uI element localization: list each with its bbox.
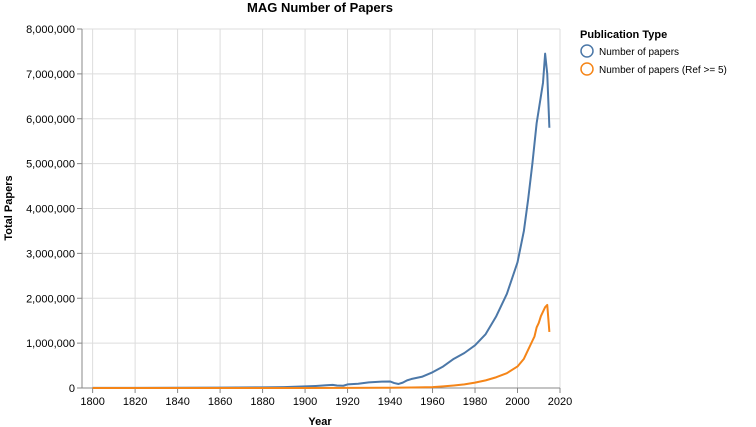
x-tick-label: 1820 — [123, 396, 147, 408]
x-tick-label: 1860 — [208, 396, 232, 408]
x-tick-label: 1800 — [80, 396, 104, 408]
y-tick-label: 8,000,000 — [26, 24, 75, 36]
x-tick-label: 1900 — [293, 396, 317, 408]
legend-label: Number of papers — [599, 47, 679, 58]
y-tick-label: 7,000,000 — [26, 69, 75, 81]
y-tick-label: 1,000,000 — [26, 338, 75, 350]
y-tick-label: 2,000,000 — [26, 293, 75, 305]
x-tick-label: 1980 — [463, 396, 487, 408]
grid — [82, 28, 561, 389]
x-tick-label: 1920 — [335, 396, 359, 408]
series-line-0 — [92, 52, 551, 389]
legend-title: Publication Type — [580, 29, 667, 41]
y-axis-title: Total Papers — [3, 175, 15, 240]
x-tick-label: 1880 — [250, 396, 274, 408]
x-tick-label: 1960 — [420, 396, 444, 408]
x-tick-label: 1840 — [165, 396, 189, 408]
legend-symbol — [580, 44, 594, 58]
y-tick-label: 5,000,000 — [26, 159, 75, 171]
legend-label: Number of papers (Ref >= 5) — [599, 65, 727, 76]
y-tick-label: 0 — [69, 383, 75, 395]
legend: Publication Type Number of papers Number … — [580, 29, 727, 76]
y-tick-label: 4,000,000 — [26, 204, 75, 216]
y-tick-label: 3,000,000 — [26, 248, 75, 260]
x-tick-label: 2000 — [505, 396, 529, 408]
x-axis-title: Year — [308, 416, 332, 427]
series-layer — [92, 52, 551, 389]
series-line-1 — [92, 303, 551, 389]
y-tick-label: 6,000,000 — [26, 114, 75, 126]
x-tick-label: 2020 — [548, 396, 572, 408]
chart-title: MAG Number of Papers — [247, 0, 393, 15]
axes: 0 1,000,000 2,000,000 3,000,000 4,000,000 5,0… — [26, 24, 572, 408]
legend-symbol — [580, 62, 594, 76]
x-tick-label: 1940 — [378, 396, 402, 408]
